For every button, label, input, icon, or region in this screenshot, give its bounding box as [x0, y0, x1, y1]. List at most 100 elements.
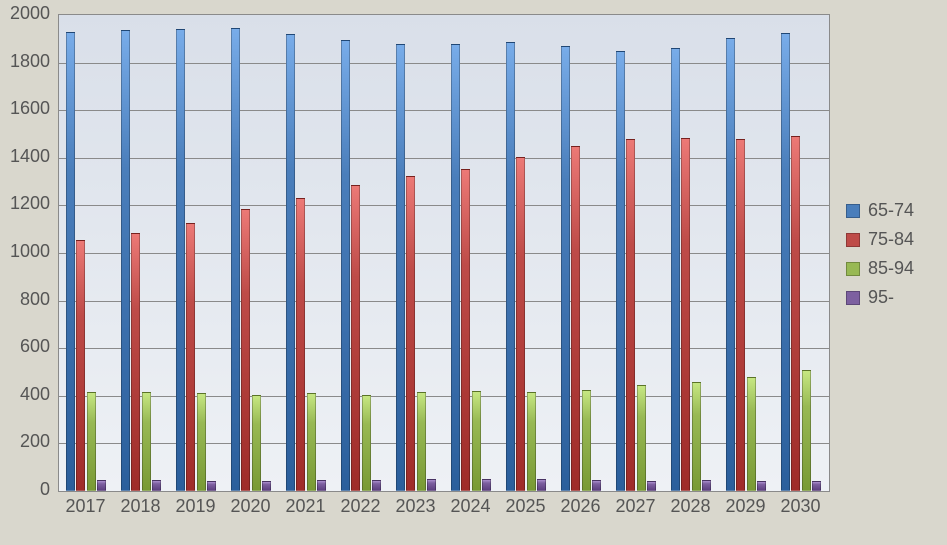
x-tick-label: 2022: [333, 496, 388, 517]
bar: [351, 185, 360, 491]
bar: [317, 480, 326, 491]
bar: [616, 51, 625, 491]
bar: [406, 176, 415, 491]
legend-item: 65-74: [846, 200, 914, 221]
y-tick-label: 0: [0, 479, 50, 500]
bar: [362, 395, 371, 491]
legend-label: 65-74: [868, 200, 914, 221]
y-tick-label: 1000: [0, 241, 50, 262]
x-tick-label: 2023: [388, 496, 443, 517]
y-tick-label: 400: [0, 384, 50, 405]
bar: [802, 370, 811, 491]
bar: [747, 377, 756, 491]
bar: [231, 28, 240, 491]
bar: [197, 393, 206, 491]
legend-label: 85-94: [868, 258, 914, 279]
bar: [152, 480, 161, 491]
bar: [516, 157, 525, 491]
bar: [757, 481, 766, 491]
x-tick-label: 2024: [443, 496, 498, 517]
bar: [671, 48, 680, 491]
bar: [482, 479, 491, 491]
bar: [186, 223, 195, 491]
y-tick-label: 1600: [0, 98, 50, 119]
bar: [396, 44, 405, 491]
bar: [427, 479, 436, 491]
x-tick-label: 2028: [663, 496, 718, 517]
gridline: [59, 205, 829, 206]
bar: [726, 38, 735, 491]
bar: [681, 138, 690, 491]
y-tick-label: 1200: [0, 193, 50, 214]
bar: [582, 390, 591, 491]
bar: [142, 392, 151, 491]
bar: [417, 392, 426, 491]
legend-item: 85-94: [846, 258, 914, 279]
bar: [637, 385, 646, 491]
bar: [286, 34, 295, 491]
bar: [372, 480, 381, 491]
bar: [736, 139, 745, 491]
gridline: [59, 110, 829, 111]
gridline: [59, 348, 829, 349]
bar: [692, 382, 701, 491]
legend-swatch: [846, 291, 860, 305]
bar: [87, 392, 96, 491]
y-tick-label: 600: [0, 336, 50, 357]
x-tick-label: 2018: [113, 496, 168, 517]
bar: [506, 42, 515, 491]
bar: [341, 40, 350, 491]
bar: [592, 480, 601, 491]
bar: [647, 481, 656, 491]
bar: [66, 32, 75, 491]
bar: [451, 44, 460, 491]
bar: [207, 481, 216, 491]
bar: [626, 139, 635, 491]
bar: [307, 393, 316, 491]
bar: [241, 209, 250, 491]
y-tick-label: 1400: [0, 146, 50, 167]
bar: [461, 169, 470, 491]
gridline: [59, 63, 829, 64]
gridline: [59, 396, 829, 397]
plot-area: [58, 14, 830, 492]
bar: [296, 198, 305, 491]
bar: [76, 240, 85, 491]
legend-item: 95-: [846, 287, 914, 308]
legend-label: 75-84: [868, 229, 914, 250]
gridline: [59, 301, 829, 302]
x-tick-label: 2025: [498, 496, 553, 517]
bar: [791, 136, 800, 491]
bar: [131, 233, 140, 491]
bar: [537, 479, 546, 491]
legend-label: 95-: [868, 287, 894, 308]
bar: [97, 480, 106, 491]
gridline: [59, 443, 829, 444]
bar: [702, 480, 711, 491]
bar: [781, 33, 790, 491]
legend: 65-74 75-84 85-94 95-: [846, 192, 914, 316]
y-tick-label: 200: [0, 431, 50, 452]
x-tick-label: 2019: [168, 496, 223, 517]
x-tick-label: 2026: [553, 496, 608, 517]
y-tick-label: 800: [0, 289, 50, 310]
bar: [472, 391, 481, 491]
gridline: [59, 158, 829, 159]
bar: [812, 481, 821, 491]
x-tick-label: 2017: [58, 496, 113, 517]
y-tick-label: 2000: [0, 3, 50, 24]
bar: [121, 30, 130, 491]
bar: [571, 146, 580, 491]
x-tick-label: 2027: [608, 496, 663, 517]
legend-item: 75-84: [846, 229, 914, 250]
y-tick-label: 1800: [0, 51, 50, 72]
bar: [527, 392, 536, 491]
x-tick-label: 2030: [773, 496, 828, 517]
legend-swatch: [846, 233, 860, 247]
x-tick-label: 2021: [278, 496, 333, 517]
legend-swatch: [846, 204, 860, 218]
bar: [176, 29, 185, 491]
bar: [252, 395, 261, 491]
x-tick-label: 2020: [223, 496, 278, 517]
x-tick-label: 2029: [718, 496, 773, 517]
